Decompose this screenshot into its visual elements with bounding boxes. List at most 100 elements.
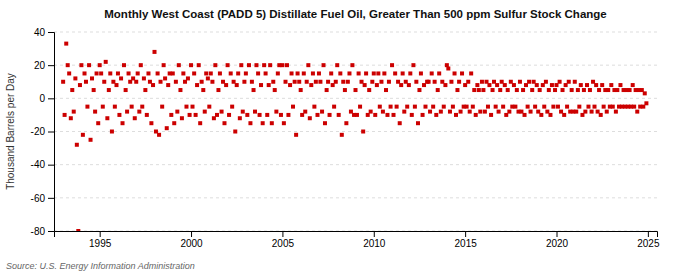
point xyxy=(491,88,495,92)
point xyxy=(114,83,118,87)
y-tick-label: -40 xyxy=(31,159,46,170)
point xyxy=(261,121,265,125)
point xyxy=(146,71,150,75)
title: Monthly West Coast (PADD 5) Distillate F… xyxy=(104,8,606,20)
x-tick-mark xyxy=(557,231,558,237)
point xyxy=(556,105,560,109)
point xyxy=(113,105,117,109)
point xyxy=(579,83,583,87)
grid-line xyxy=(54,98,657,99)
point xyxy=(303,110,307,114)
x-tick: 2025 xyxy=(637,231,660,249)
point xyxy=(529,110,533,114)
point xyxy=(143,88,147,92)
point xyxy=(180,116,184,120)
point xyxy=(372,71,376,75)
point xyxy=(163,76,167,80)
point xyxy=(346,80,350,84)
point xyxy=(416,121,420,125)
point xyxy=(239,63,243,67)
point xyxy=(235,83,239,87)
point xyxy=(75,143,79,147)
point xyxy=(64,42,68,46)
point xyxy=(108,71,112,75)
point xyxy=(553,88,557,92)
point xyxy=(284,80,288,84)
point xyxy=(567,80,571,84)
point xyxy=(222,121,226,125)
point xyxy=(468,110,472,114)
point xyxy=(276,71,280,75)
point xyxy=(195,83,199,87)
point xyxy=(427,80,431,84)
point xyxy=(233,130,237,134)
point xyxy=(381,110,385,114)
point xyxy=(254,63,258,67)
point xyxy=(433,80,437,84)
point xyxy=(599,113,603,117)
point xyxy=(98,63,102,67)
point xyxy=(101,105,105,109)
point xyxy=(411,63,415,67)
point xyxy=(320,110,324,114)
point xyxy=(110,130,114,134)
point xyxy=(282,121,286,125)
point xyxy=(318,80,322,84)
point xyxy=(547,88,551,92)
point xyxy=(390,63,394,67)
point xyxy=(203,110,207,114)
point xyxy=(451,105,455,109)
point xyxy=(585,83,589,87)
point xyxy=(475,83,479,87)
point xyxy=(81,133,85,137)
point xyxy=(165,126,169,130)
point xyxy=(477,88,481,92)
point xyxy=(220,110,224,114)
point xyxy=(197,63,201,67)
point xyxy=(61,80,65,84)
point xyxy=(226,63,230,67)
point xyxy=(614,110,618,114)
point xyxy=(643,91,647,95)
point xyxy=(308,116,312,120)
point xyxy=(644,101,648,105)
point xyxy=(119,76,123,80)
x-tick: 2020 xyxy=(546,231,569,249)
point xyxy=(302,71,306,75)
point xyxy=(216,88,220,92)
point xyxy=(586,105,590,109)
x-tick-mark xyxy=(191,231,192,237)
point xyxy=(606,88,610,92)
x-tick: 2015 xyxy=(455,231,478,249)
point xyxy=(93,110,97,114)
point xyxy=(494,105,498,109)
point xyxy=(370,80,374,84)
point xyxy=(481,88,485,92)
point xyxy=(338,71,342,75)
grid xyxy=(54,32,657,231)
point xyxy=(480,80,484,84)
point xyxy=(70,88,74,92)
y-tick-label: 0 xyxy=(39,93,45,104)
point xyxy=(259,83,263,87)
point xyxy=(387,80,391,84)
point xyxy=(513,105,517,109)
point xyxy=(635,110,639,114)
point xyxy=(515,88,519,92)
point xyxy=(66,63,70,67)
point xyxy=(399,83,403,87)
point xyxy=(574,110,578,114)
point xyxy=(323,121,327,125)
y-tick: -40 xyxy=(31,159,54,170)
point xyxy=(156,71,160,75)
point xyxy=(188,113,192,117)
point xyxy=(309,83,313,87)
point xyxy=(373,113,377,117)
point xyxy=(533,105,537,109)
x-tick-label: 2005 xyxy=(272,238,295,249)
point xyxy=(194,113,198,117)
x-tick-mark xyxy=(648,231,649,237)
point xyxy=(312,105,316,109)
point xyxy=(67,71,71,75)
point xyxy=(274,110,278,114)
